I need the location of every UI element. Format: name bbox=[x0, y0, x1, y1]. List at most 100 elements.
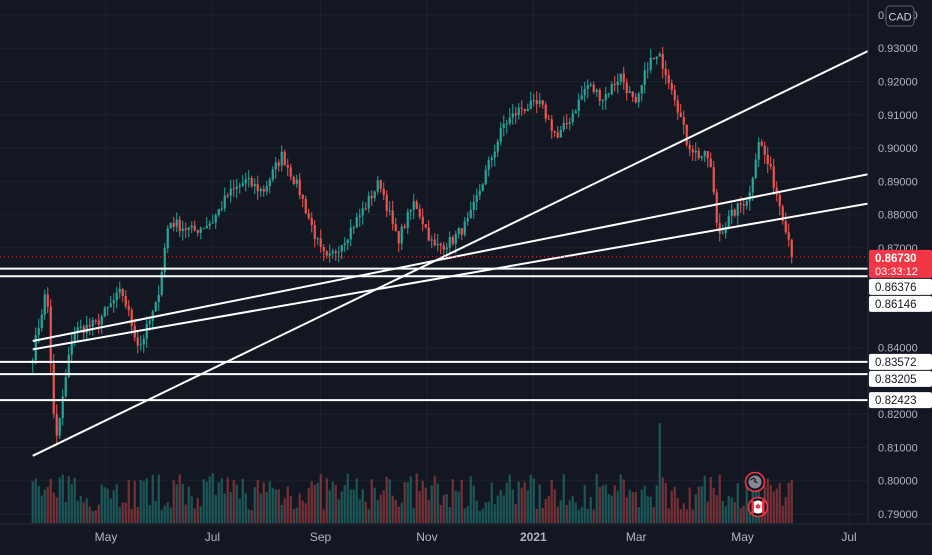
candle-body bbox=[304, 198, 307, 214]
candle-body bbox=[454, 233, 457, 244]
candle-body bbox=[400, 226, 403, 244]
candle-body bbox=[238, 185, 241, 187]
volume-bar bbox=[145, 478, 148, 523]
candle-body bbox=[391, 210, 394, 225]
currency-badge[interactable]: CAD bbox=[885, 5, 915, 27]
candle-body bbox=[64, 376, 67, 397]
candle-body bbox=[553, 130, 556, 133]
price-tick-label: 0.84000 bbox=[878, 343, 918, 355]
volume-bar bbox=[616, 490, 619, 523]
candle-body bbox=[571, 113, 574, 123]
candle-body bbox=[643, 70, 646, 85]
candle-body bbox=[730, 209, 733, 216]
volume-bar bbox=[553, 489, 556, 523]
volume-bar bbox=[286, 486, 289, 523]
candle-body bbox=[727, 215, 730, 227]
candle-body bbox=[244, 179, 247, 184]
price-tick-label: 0.88000 bbox=[878, 210, 918, 222]
volume-bar bbox=[619, 474, 622, 523]
volume-bar bbox=[772, 491, 775, 523]
candle-body bbox=[76, 327, 79, 332]
trend-line[interactable] bbox=[32, 168, 892, 342]
volume-bar bbox=[589, 497, 592, 523]
volume-bar bbox=[319, 474, 322, 523]
volume-bar bbox=[70, 483, 73, 523]
trend-lines bbox=[32, 39, 892, 457]
volume-bar bbox=[646, 496, 649, 523]
candle-body bbox=[58, 418, 61, 436]
candle-body bbox=[217, 209, 220, 216]
volume-bar bbox=[442, 494, 445, 523]
volume-bar bbox=[508, 474, 511, 523]
volume-bar bbox=[475, 500, 478, 523]
candle-body bbox=[145, 323, 148, 339]
volume-bar bbox=[436, 483, 439, 523]
volume-bar bbox=[367, 509, 370, 523]
volume-bar bbox=[742, 505, 745, 523]
candle-body bbox=[766, 154, 769, 165]
candle-body bbox=[187, 227, 190, 230]
candle-body bbox=[532, 100, 535, 102]
candle-body bbox=[484, 170, 487, 185]
candle-body bbox=[580, 95, 583, 100]
candle-body bbox=[673, 90, 676, 101]
candle-body bbox=[157, 294, 160, 303]
candle-body bbox=[622, 73, 625, 83]
candle-body bbox=[235, 186, 238, 189]
volume-bar bbox=[643, 485, 646, 523]
candle-body bbox=[550, 119, 553, 131]
volume-bar bbox=[235, 484, 238, 523]
volume-bar bbox=[292, 508, 295, 523]
candle-body bbox=[394, 224, 397, 232]
volume-bar bbox=[466, 506, 469, 523]
candle-body bbox=[511, 113, 514, 118]
volume-bar bbox=[655, 485, 658, 523]
volume-bar bbox=[178, 474, 181, 523]
volume-bar bbox=[112, 490, 115, 523]
volume-bar bbox=[238, 498, 241, 523]
candle-body bbox=[616, 81, 619, 85]
candle-body bbox=[94, 320, 97, 322]
volume-bar bbox=[481, 508, 484, 523]
candle-body bbox=[685, 124, 688, 145]
candle-body bbox=[505, 123, 508, 125]
volume-bar bbox=[502, 495, 505, 523]
volume-bar bbox=[325, 478, 328, 523]
candle-body bbox=[196, 230, 199, 233]
volume-bar bbox=[688, 487, 691, 523]
volume-bar bbox=[637, 507, 640, 523]
candle-body bbox=[37, 328, 40, 336]
trend-line[interactable] bbox=[32, 198, 892, 351]
volume-bar bbox=[52, 492, 55, 523]
candle-body bbox=[148, 320, 151, 324]
candle-body bbox=[613, 83, 616, 85]
volume-bar bbox=[262, 482, 265, 523]
volume-bar bbox=[55, 497, 58, 523]
volume-bar bbox=[775, 488, 778, 523]
economic-event-marker[interactable] bbox=[744, 471, 766, 493]
volume-bar bbox=[328, 490, 331, 523]
candle-body bbox=[277, 162, 280, 166]
candle-body bbox=[418, 208, 421, 217]
volume-bar bbox=[139, 479, 142, 523]
candle-body bbox=[280, 151, 283, 166]
canada-flag-event-marker[interactable] bbox=[747, 496, 769, 518]
trend-line[interactable] bbox=[32, 39, 892, 457]
candle-body bbox=[373, 191, 376, 199]
candle-body bbox=[322, 247, 325, 252]
candle-body bbox=[250, 178, 253, 187]
candle-body bbox=[439, 243, 442, 246]
candle-body bbox=[634, 97, 637, 103]
candle-body bbox=[409, 209, 412, 212]
candle-body bbox=[706, 150, 709, 159]
volume-bar bbox=[100, 484, 103, 523]
candle-body bbox=[358, 215, 361, 218]
volume-bar bbox=[652, 507, 655, 523]
time-tick-label: 2021 bbox=[520, 530, 547, 544]
volume-bar bbox=[88, 506, 91, 523]
volume-bar bbox=[394, 500, 397, 523]
candle-body bbox=[502, 123, 505, 129]
candle-body bbox=[397, 231, 400, 244]
